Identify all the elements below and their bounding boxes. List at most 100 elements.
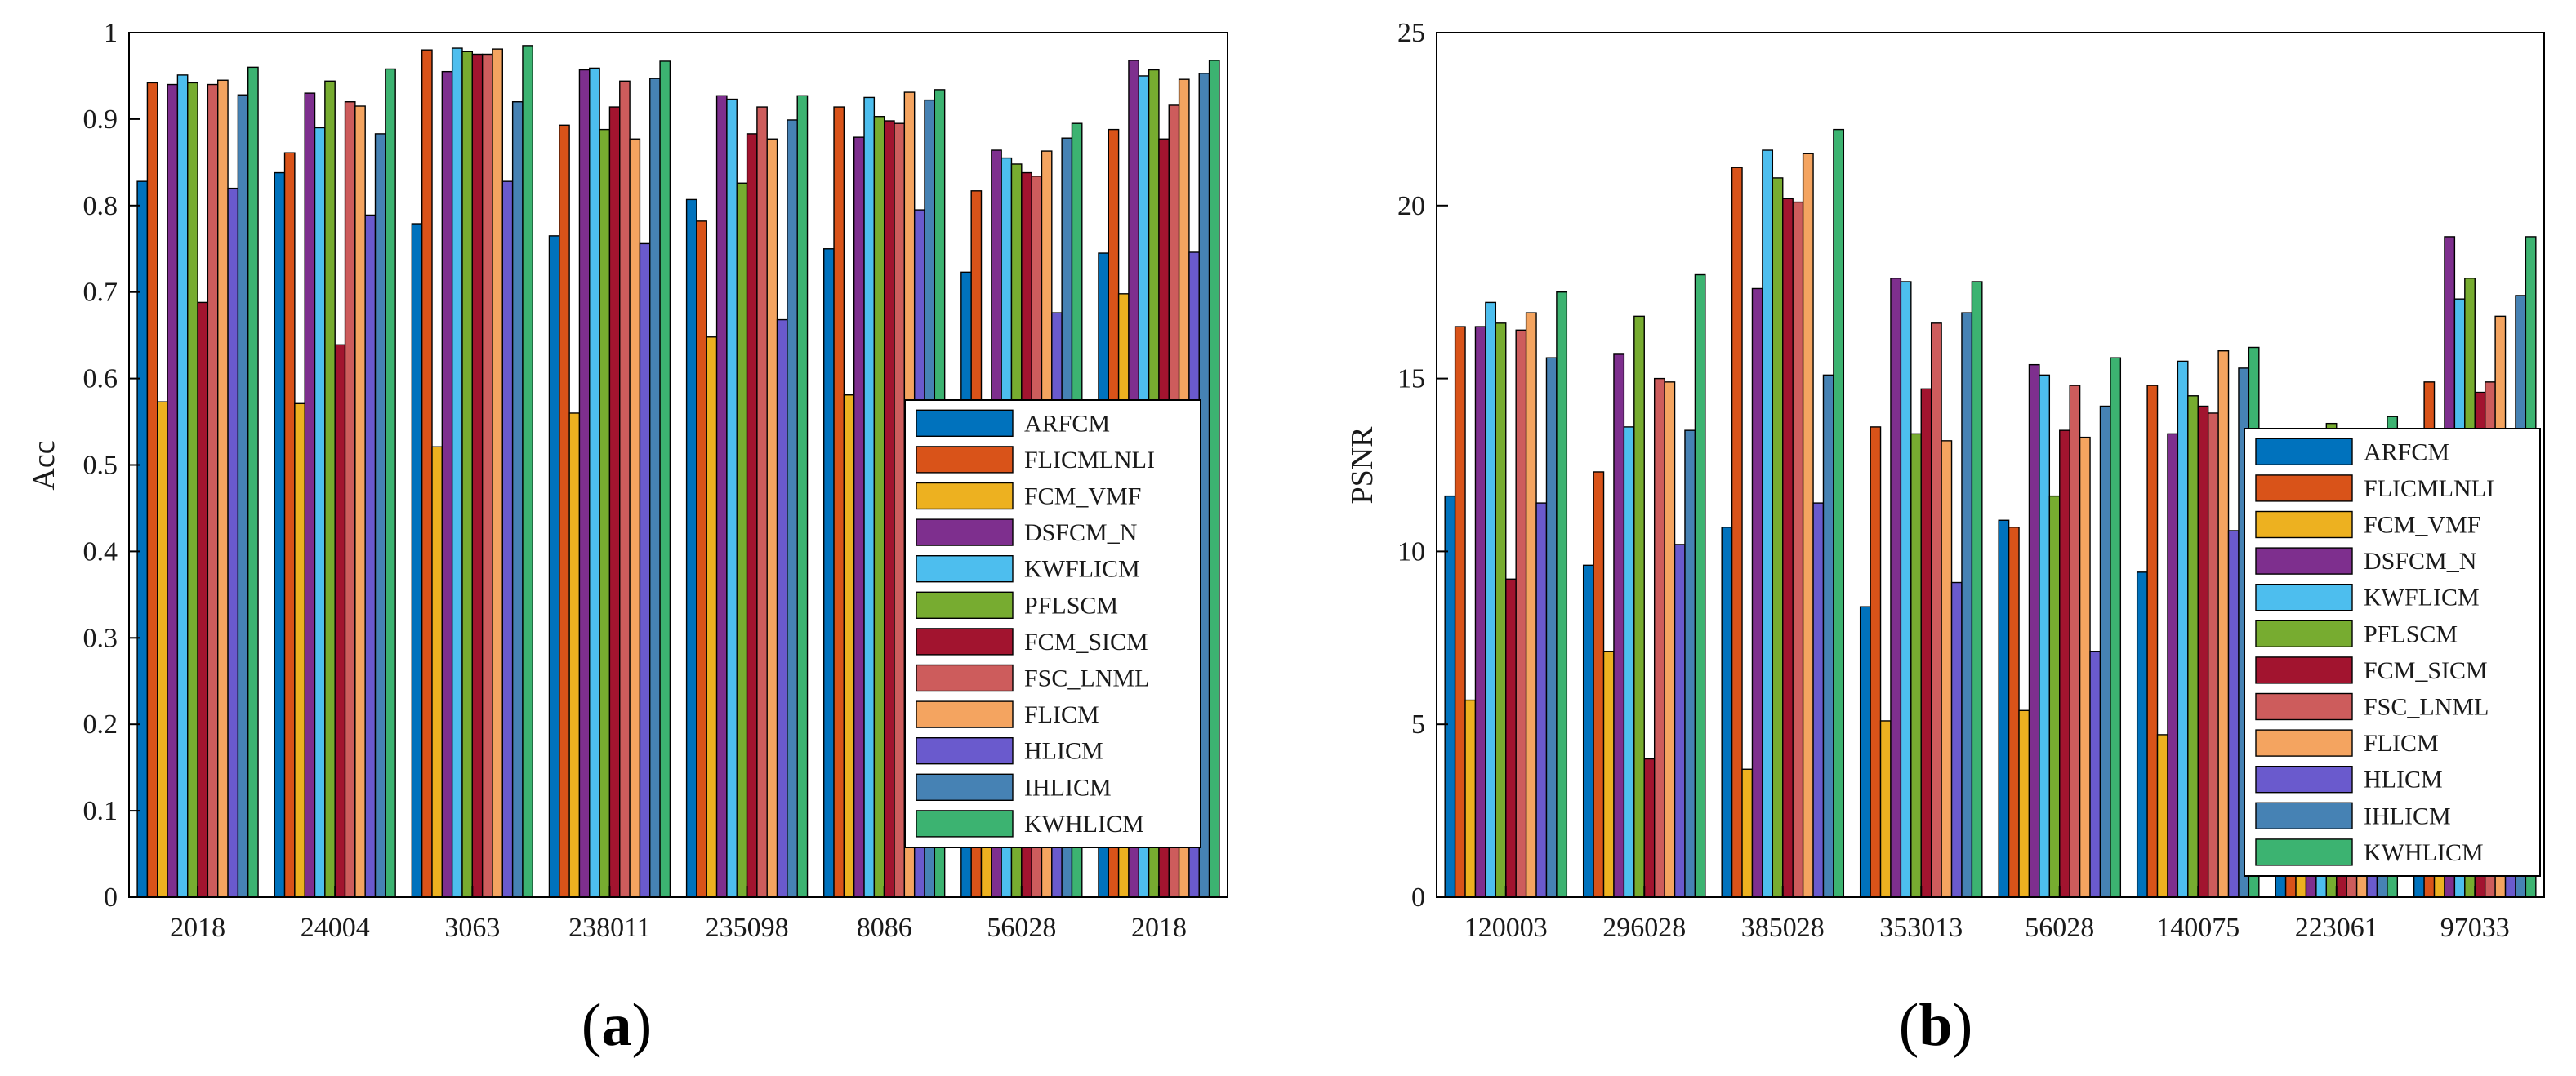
panel-a-bar-kwflicm-5: [863, 96, 876, 898]
panel-a-y-tick-label: 0.8: [83, 191, 118, 221]
panel-a-x-tick-label: 8086: [857, 913, 912, 943]
panel-a-y-tick-label: 0: [104, 883, 118, 913]
panel-a-legend-swatch-fcm-vmf: [916, 482, 1014, 510]
panel-b-legend-label-fsc-lnml: FSC_LNML: [2364, 694, 2489, 721]
panel-b-bar-flicm-1: [1664, 381, 1676, 898]
panel-b-bar-flicm-2: [1802, 153, 1814, 898]
panel-a-legend-label-pflscm: PFLSCM: [1024, 592, 1118, 619]
panel-a-bar-ihlicm-0: [237, 94, 249, 898]
panel-a-bar-flicm-4: [766, 138, 778, 898]
panel-b-bar-fsc-lnml-0: [1515, 329, 1527, 898]
panel-a-bar-flicm-3: [629, 138, 641, 898]
panel-a-y-tick-label: 0.3: [83, 623, 118, 653]
panel-a-bar-flicmlnli-4: [696, 220, 707, 898]
panel-b-bar-flicm-4: [2079, 436, 2091, 898]
panel-b-bar-pflscm-5: [2187, 395, 2199, 898]
panel-b-legend-label-flicm: FLICM: [2364, 730, 2439, 757]
panel-b-y-tick-label: 5: [1411, 709, 1425, 740]
panel-b-bar-fsc-lnml-5: [2207, 412, 2219, 898]
panel-b-bar-ihlicm-1: [1684, 429, 1696, 898]
panel-a-y-tick-label: 0.6: [83, 364, 118, 394]
panel-a-legend-label-fsc-lnml: FSC_LNML: [1024, 665, 1149, 692]
panel-b-legend: ARFCM FLICMLNLI FCM_VMF DSFCM_N KWFLICM PFLSC…: [2244, 428, 2541, 877]
panel-b-legend-swatch-dsfcm-n: [2255, 547, 2353, 575]
panel-a-bar-fcm-vmf-4: [706, 336, 718, 898]
panel-a-legend-swatch-pflscm: [916, 591, 1014, 619]
panel-a-bar-dsfcm-n-4: [715, 95, 728, 898]
panel-b-legend-swatch-fcm-vmf: [2255, 510, 2353, 539]
panel-a-x-tick-label: 2018: [170, 913, 225, 943]
panel-b-bar-ihlicm-0: [1545, 357, 1558, 898]
panel-a-bar-fsc-lnml-4: [756, 106, 768, 898]
panel-b-legend-label-pflscm: PFLSCM: [2364, 620, 2458, 647]
panel-a-bar-kwhlicm-1: [385, 68, 396, 898]
panel-a-bar-kwflicm-4: [726, 98, 738, 898]
panel-b-bar-arfcm-0: [1444, 495, 1456, 898]
panel-b-bar-dsfcm-n-3: [1890, 278, 1902, 898]
panel-a-legend-swatch-kwhlicm: [916, 810, 1014, 838]
panel-b-y-ticks: 0 5 10 15 20 25: [1397, 18, 1448, 913]
panel-a-bar-fsc-lnml-2: [481, 53, 493, 898]
panel-b-x-tick-label: 97033: [2440, 913, 2510, 943]
panel-b-bar-arfcm-3: [1859, 606, 1871, 898]
panel-a-bar-fsc-lnml-5: [894, 122, 906, 898]
panel-a-bar-kwhlicm-7: [1208, 60, 1220, 898]
panel-a-bar-pflscm-2: [461, 51, 474, 898]
panel-b-bar-pflscm-0: [1495, 322, 1507, 898]
panel-b-legend-swatch-flicm: [2255, 729, 2353, 757]
panel-a-legend-swatch-flicmlnli: [916, 446, 1014, 474]
panel-a-legend-swatch-kwflicm: [916, 555, 1014, 583]
panel-a-bar-fcm-vmf-1: [294, 402, 305, 898]
panel-b-bar-kwflicm-1: [1623, 426, 1635, 898]
panel-b-bar-hlicm-2: [1812, 502, 1825, 898]
panel-a-bar-fcm-sicm-5: [883, 120, 895, 898]
panel-b-legend-swatch-pflscm: [2255, 620, 2353, 647]
panel-b-bar-flicmlnli-2: [1731, 167, 1743, 898]
panel-b-legend-swatch-hlicm: [2255, 766, 2353, 794]
panel-a-legend-swatch-dsfcm-n: [916, 518, 1014, 546]
panel-b-legend-label-fcm-sicm: FCM_SICM: [2364, 657, 2488, 684]
panel-a-bar-kwflicm-0: [176, 74, 189, 898]
panel-a-bar-pflscm-3: [599, 128, 611, 898]
panel-b-x-tick-label: 223061: [2295, 913, 2378, 943]
panel-a-bar-fcm-sicm-3: [608, 106, 621, 898]
panel-a-bar-hlicm-2: [501, 180, 514, 898]
panel-a-legend: ARFCM FLICMLNLI FCM_VMF DSFCM_N KWFLICM PFLSC…: [904, 399, 1201, 848]
panel-a-bar-flicmlnli-2: [421, 49, 433, 898]
panel-b-bar-fcm-vmf-0: [1464, 699, 1477, 898]
panel-b-y-tick-label: 15: [1397, 364, 1425, 394]
panel-b-x-ticks: 120003 296028 385028 353013 56028 140075 22306…: [1464, 886, 2510, 943]
panel-b-bar-fcm-vmf-2: [1741, 768, 1754, 898]
panel-a-legend-label-flicmlnli: FLICMLNLI: [1024, 447, 1155, 474]
panel-a: 0 0.1 0.2 0.3 0.4 0.5 0.6 0.7 0.8 0.9 1 2018 24004 3…: [27, 18, 1228, 1059]
panel-a-y-ticks: 0 0.1 0.2 0.3 0.4 0.5 0.6 0.7 0.8 0.9 1: [83, 18, 140, 913]
panel-a-legend-swatch-fsc-lnml: [916, 664, 1014, 692]
panel-b-bar-flicm-5: [2217, 350, 2230, 898]
panel-b-x-tick-label: 120003: [1464, 913, 1548, 943]
panel-a-legend-label-ihlicm: IHLICM: [1024, 774, 1112, 801]
panel-b-bar-dsfcm-n-0: [1474, 326, 1486, 898]
panel-a-y-tick-label: 0.7: [83, 278, 118, 308]
panel-a-bar-arfcm-3: [548, 235, 560, 898]
panel-b-legend-swatch-kwflicm: [2255, 584, 2353, 611]
panel-a-bar-kwflicm-1: [314, 127, 326, 898]
panel-a-bar-dsfcm-n-3: [578, 69, 591, 898]
panel-a-bar-kwhlicm-2: [522, 45, 533, 898]
panel-a-bar-hlicm-4: [776, 318, 788, 898]
panel-b-bar-fcm-sicm-2: [1782, 198, 1794, 898]
panel-a-bar-dsfcm-n-5: [853, 136, 865, 898]
panel-a-bar-flicmlnli-5: [833, 106, 845, 898]
panel-b-bar-fcm-sicm-3: [1920, 388, 1932, 898]
panel-b-bar-fcm-sicm-4: [2059, 429, 2070, 898]
panel-b-legend-label-arfcm: ARFCM: [2364, 438, 2449, 465]
panel-b-bar-kwflicm-0: [1485, 301, 1497, 898]
panel-a-bar-flicmlnli-3: [559, 124, 570, 898]
panel-a-legend-label-flicm: FLICM: [1024, 701, 1099, 728]
panel-a-legend-label-dsfcm-n: DSFCM_N: [1024, 519, 1137, 546]
panel-a-bar-arfcm-5: [823, 248, 835, 898]
panel-a-bar-kwhlicm-4: [796, 95, 809, 898]
panel-b-y-tick-label: 25: [1397, 18, 1425, 48]
panel-b-bar-fsc-lnml-1: [1653, 377, 1665, 898]
panel-b-bar-fsc-lnml-4: [2069, 385, 2081, 898]
